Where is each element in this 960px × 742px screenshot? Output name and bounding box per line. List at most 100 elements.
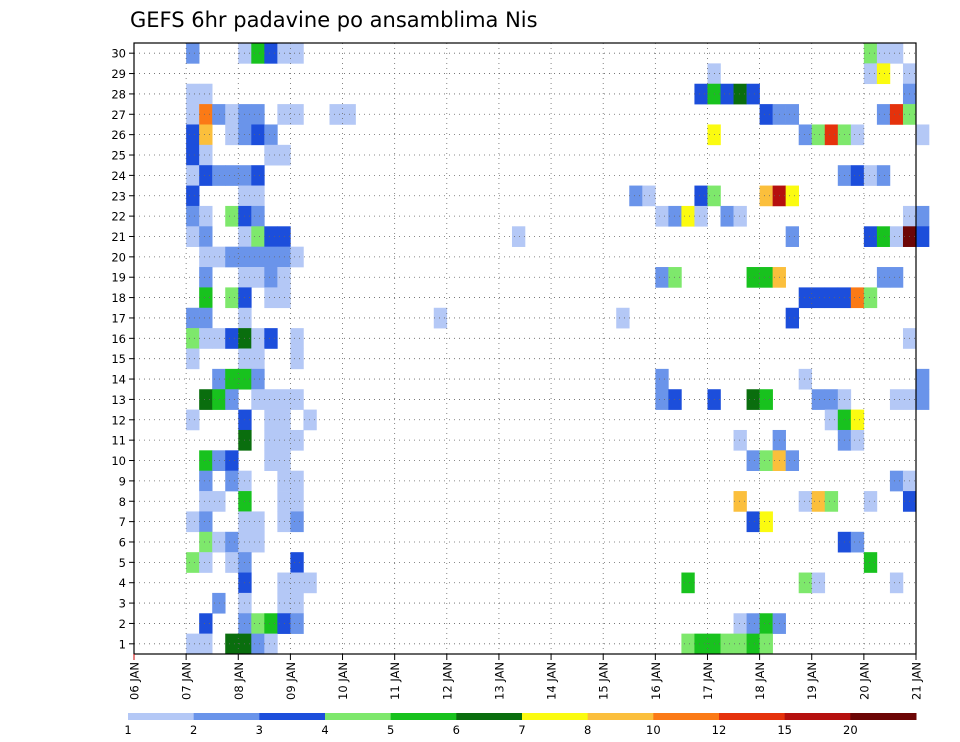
colorbar-label: 7 [518, 723, 525, 737]
heatmap-cell [733, 491, 747, 512]
y-tick-label: 9 [119, 474, 126, 488]
colorbar-swatch [456, 713, 523, 720]
heatmap-cell [186, 165, 200, 186]
heatmap-cell [681, 633, 695, 655]
heatmap-cell [251, 165, 265, 186]
heatmap-cell [186, 185, 200, 207]
heatmap-cell [798, 287, 813, 309]
y-tick-label: 12 [111, 413, 126, 427]
colorbar-swatch [390, 713, 457, 720]
heatmap-cell [798, 368, 813, 390]
heatmap-cell [199, 246, 213, 268]
heatmap-cell [199, 104, 213, 125]
heatmap-cell [759, 104, 773, 125]
y-tick-label: 4 [119, 576, 126, 590]
colorbar-swatch [325, 713, 392, 720]
heatmap-cell [290, 552, 304, 573]
colorbar-legend: 1 2 3 4 5 6 7 8 10 12 15 20 [124, 713, 917, 737]
heatmap-cell [186, 104, 200, 125]
heatmap-cell [811, 491, 826, 512]
heatmap-cell [264, 409, 278, 431]
heatmap-cell [212, 246, 226, 268]
colorbar-label: 6 [453, 723, 460, 737]
colorbar-swatch [850, 713, 917, 720]
heatmap-cell [746, 450, 760, 471]
y-tick-label: 3 [119, 597, 126, 611]
heatmap-cell [759, 389, 773, 410]
y-tick-label: 29 [111, 67, 126, 81]
heatmap-cell [694, 633, 708, 655]
y-tick-label: 11 [111, 434, 126, 448]
y-tick-label: 22 [111, 210, 126, 224]
heatmap-cell [850, 287, 865, 309]
heatmap-cell [916, 368, 930, 390]
heatmap-cell [225, 205, 239, 227]
heatmap-cell [186, 552, 200, 573]
heatmap-cell [290, 348, 304, 370]
colorbar-label: 1 [124, 723, 131, 737]
heatmap-cell [916, 205, 930, 227]
heatmap-cell [655, 368, 669, 390]
x-axis: 06 JAN 07 JAN 08 JAN 09 JAN 10 JAN 11 JAN 12 J… [128, 654, 924, 700]
y-tick-label: 6 [119, 535, 126, 549]
y-tick-label: 28 [111, 87, 126, 101]
x-tick-label: 14 JAN [545, 662, 559, 700]
x-tick-label: 20 JAN [857, 662, 871, 700]
heatmap-cell [889, 470, 904, 492]
colorbar-swatch [719, 713, 786, 720]
heatmap-cell [759, 450, 773, 471]
heatmap-cell [199, 491, 213, 512]
heatmap-cell [212, 491, 226, 512]
chart-title: GEFS 6hr padavine po ansamblima Nis [130, 8, 538, 32]
heatmap-cell [720, 83, 734, 105]
heatmap-cell [264, 226, 278, 247]
heatmap-cell [225, 124, 239, 146]
x-tick-label: 08 JAN [232, 662, 246, 700]
heatmap-cell [212, 368, 226, 390]
heatmap-cell [264, 287, 278, 309]
heatmap-cell [694, 185, 708, 207]
heatmap-cell [212, 165, 226, 186]
heatmap-cell [251, 104, 265, 125]
heatmap-cell [668, 267, 682, 288]
heatmap-cell [251, 389, 265, 410]
heatmap-cell [811, 389, 826, 410]
heatmap-cell [199, 531, 213, 553]
heatmap-cell [186, 83, 200, 105]
heatmap-cell [329, 104, 343, 125]
heatmap-cell [668, 205, 682, 227]
heatmap-cell [785, 226, 799, 247]
heatmap-cell [850, 429, 865, 451]
heatmap-cell [290, 592, 304, 614]
heatmap-cells [186, 43, 930, 655]
heatmap-cell [290, 491, 304, 512]
colorbar-swatch [587, 713, 654, 720]
heatmap-cell [199, 470, 213, 492]
heatmap-cell [863, 226, 878, 247]
heatmap-cell [785, 185, 799, 207]
heatmap-cell [850, 124, 865, 146]
colorbar-label: 4 [321, 723, 328, 737]
heatmap-cell [733, 613, 747, 634]
heatmap-cell [186, 124, 200, 146]
x-tick-label: 13 JAN [492, 662, 506, 700]
heatmap-cell [264, 450, 278, 471]
heatmap-cell [186, 328, 200, 349]
x-tick-label: 17 JAN [701, 662, 715, 700]
heatmap-cell [251, 328, 265, 349]
x-tick-label: 19 JAN [805, 662, 819, 700]
heatmap-cell [290, 429, 304, 451]
heatmap-cell [212, 592, 226, 614]
heatmap-cell [863, 491, 878, 512]
heatmap-cell [746, 511, 760, 533]
heatmap-cell [199, 124, 213, 146]
heatmap-cell [681, 205, 695, 227]
heatmap-cell [264, 328, 278, 349]
heatmap-cell [798, 572, 813, 594]
heatmap-cell [798, 491, 813, 512]
heatmap-cell [759, 511, 773, 533]
y-tick-label: 13 [111, 393, 126, 407]
heatmap-cell [655, 389, 669, 410]
heatmap-cell [290, 572, 304, 594]
heatmap-cell [225, 470, 239, 492]
